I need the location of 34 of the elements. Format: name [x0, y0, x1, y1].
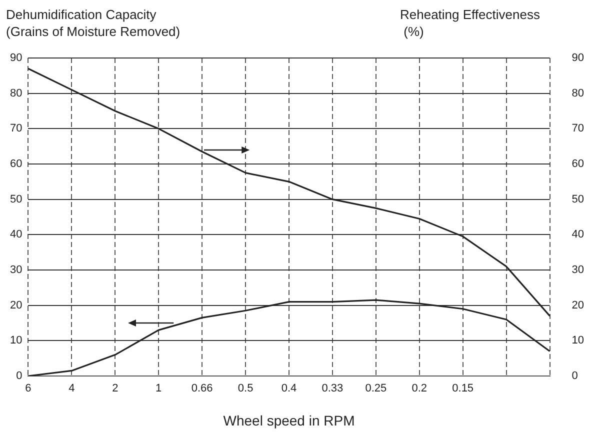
y-axis-title: Dehumidification Capacity (Grains of Moisture Removed): [6, 6, 180, 40]
y2-tick-label: 60: [572, 158, 584, 170]
y-tick-label: 50: [10, 193, 22, 206]
y2-tick-label: 80: [572, 87, 584, 100]
y2-tick-label: 30: [572, 264, 584, 276]
x-tick-label: 0.4: [281, 382, 297, 395]
y2-tick-label: 50: [572, 193, 584, 206]
y2-tick-label: 90: [572, 52, 584, 64]
x-tick-label: 1: [156, 382, 162, 395]
y-tick-label: 20: [10, 299, 22, 312]
x-tick-label: 6: [25, 382, 32, 395]
y-tick-label: 70: [10, 122, 22, 135]
y-tick-label: 30: [10, 264, 22, 276]
x-tick-label: 2: [112, 382, 118, 395]
y-tick-label: 80: [10, 87, 22, 100]
y2-tick-label: 20: [572, 299, 584, 312]
x-axis-title: Wheel speed in RPM: [223, 412, 355, 428]
y-tick-label: 10: [10, 334, 22, 347]
y2-axis-title: Reheating Effectiveness (%): [400, 6, 540, 40]
x-tick-label: 0.15: [452, 382, 474, 395]
y2-tick-label: 0: [572, 370, 578, 382]
y2-tick-label: 70: [572, 122, 584, 135]
y-tick-label: 60: [10, 158, 22, 170]
x-tick-label: 0.25: [365, 382, 387, 395]
x-tick-label: 0.66: [191, 382, 213, 395]
y-tick-label: 40: [10, 228, 22, 241]
y-tick-label: 90: [10, 52, 22, 64]
y-tick-label: 0: [16, 370, 22, 382]
x-tick-label: 0.2: [412, 382, 428, 395]
y2-tick-label: 40: [572, 228, 584, 241]
x-tick-label: 0.33: [322, 382, 344, 395]
y2-tick-label: 10: [572, 334, 584, 347]
x-tick-label: 4: [68, 382, 75, 395]
x-tick-label: 0.5: [238, 382, 254, 395]
